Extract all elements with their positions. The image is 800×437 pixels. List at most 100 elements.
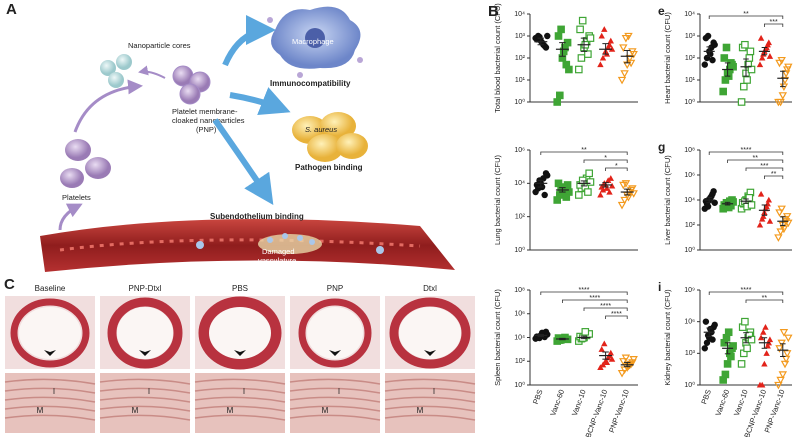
data-point [711, 41, 718, 48]
illustration-circle [108, 72, 124, 88]
data-point [553, 98, 562, 106]
tissue-layer [289, 414, 381, 421]
y-tick-label: 10⁶ [684, 319, 695, 326]
data-point [625, 54, 635, 63]
lumen [209, 307, 271, 359]
illustration-circle [376, 246, 384, 254]
vessel-wall [389, 297, 471, 369]
panel-c: C Baseline I M PNP-Dtxl I M PBS I M PNP I M Dtxl I M [4, 276, 476, 433]
significance-label: **** [589, 295, 600, 302]
significance-bracket [605, 315, 628, 319]
label: vasculature [258, 256, 296, 265]
data-point [544, 172, 551, 179]
tissue-layer [194, 414, 286, 421]
data-point [565, 65, 573, 74]
layer-label: M [417, 406, 424, 415]
data-point [598, 183, 605, 190]
panel-label: B [488, 3, 499, 20]
data-point [598, 32, 605, 39]
data-point [756, 61, 764, 68]
image-title: Baseline [35, 284, 66, 293]
data-point [766, 336, 774, 343]
data-point [577, 54, 586, 62]
data-point [761, 360, 768, 367]
image-title: PNP-Dtxl [129, 284, 162, 293]
y-tick-label: 10³ [515, 33, 526, 40]
y-axis-label: Kidney bacterial count (CFU) [663, 289, 672, 386]
data-point [620, 70, 629, 78]
data-point [626, 360, 636, 369]
illustration-circle [309, 239, 315, 245]
data-point [737, 360, 746, 368]
data-point [607, 37, 614, 44]
significance-bracket [764, 175, 784, 179]
label: (PNP) [196, 125, 217, 134]
data-point [544, 32, 551, 40]
illustration-circle [179, 83, 201, 105]
data-point [619, 358, 628, 366]
label: Macrophage [292, 37, 334, 46]
significance-label: ** [743, 11, 749, 18]
arrowhead [234, 350, 246, 356]
data-point [617, 201, 627, 210]
x-tick-label: PBS [531, 388, 545, 405]
tissue-layer [289, 396, 381, 403]
significance-label: **** [741, 287, 752, 294]
data-point [601, 340, 608, 347]
data-point [741, 40, 749, 49]
tissue-layer [99, 396, 191, 403]
significance-label: ** [762, 295, 768, 302]
lumen [117, 307, 173, 359]
data-point [702, 318, 710, 325]
illustration-circle [116, 54, 132, 70]
data-point [765, 196, 773, 203]
significance-bracket [745, 299, 784, 303]
illustration-path [59, 238, 421, 252]
layer-label: M [322, 406, 329, 415]
data-point [584, 50, 592, 58]
data-point [745, 193, 754, 202]
data-point [729, 342, 737, 350]
y-tick-label: 10⁰ [514, 98, 525, 106]
data-point [763, 350, 770, 356]
data-point [758, 381, 766, 388]
data-point [721, 370, 730, 379]
data-point [565, 188, 573, 196]
arrowhead [329, 350, 341, 356]
data-point [629, 190, 638, 198]
chart: i 10⁰ 10³ 10⁶ 10⁹ Kidney bacterial count (CFU… [658, 280, 793, 437]
data-point [709, 56, 716, 64]
tissue-layer [384, 378, 476, 385]
illustration-ellipse [336, 133, 368, 159]
data-point [584, 188, 592, 196]
x-tick-label: Vanc-60 [714, 388, 732, 417]
y-axis-label: Lung bacterial count (CFU) [493, 154, 502, 245]
data-point [779, 329, 789, 337]
data-point [701, 61, 708, 68]
y-tick-label: 10⁰ [684, 246, 695, 254]
arrowhead [424, 350, 436, 356]
data-point [607, 175, 614, 181]
data-point [774, 234, 783, 242]
chart: 10⁰ 10² 10⁴ 10⁶ 10⁸ Spleen bacterial count (C… [493, 287, 638, 437]
illustration-ellipse [60, 168, 84, 188]
label: S. aureus [305, 125, 337, 134]
illustration-ellipse [320, 112, 356, 140]
y-tick-label: 10⁴ [514, 11, 525, 18]
layer-label: M [132, 406, 139, 415]
data-point [575, 191, 583, 199]
data-point [784, 334, 793, 343]
y-tick-label: 10⁰ [514, 381, 525, 389]
illustration-circle [267, 237, 273, 243]
y-tick-label: 10⁰ [684, 381, 695, 389]
tissue-layer [4, 405, 96, 412]
data-point [586, 178, 595, 186]
data-point [776, 228, 785, 236]
illustration-path [222, 15, 276, 67]
label: Platelets [62, 193, 91, 202]
significance-bracket [583, 159, 628, 163]
chart: e 10⁰ 10¹ 10² 10³ 10⁴ Heart bacterial count (C… [658, 4, 793, 107]
tissue-layer [194, 405, 286, 412]
data-point [762, 323, 769, 330]
